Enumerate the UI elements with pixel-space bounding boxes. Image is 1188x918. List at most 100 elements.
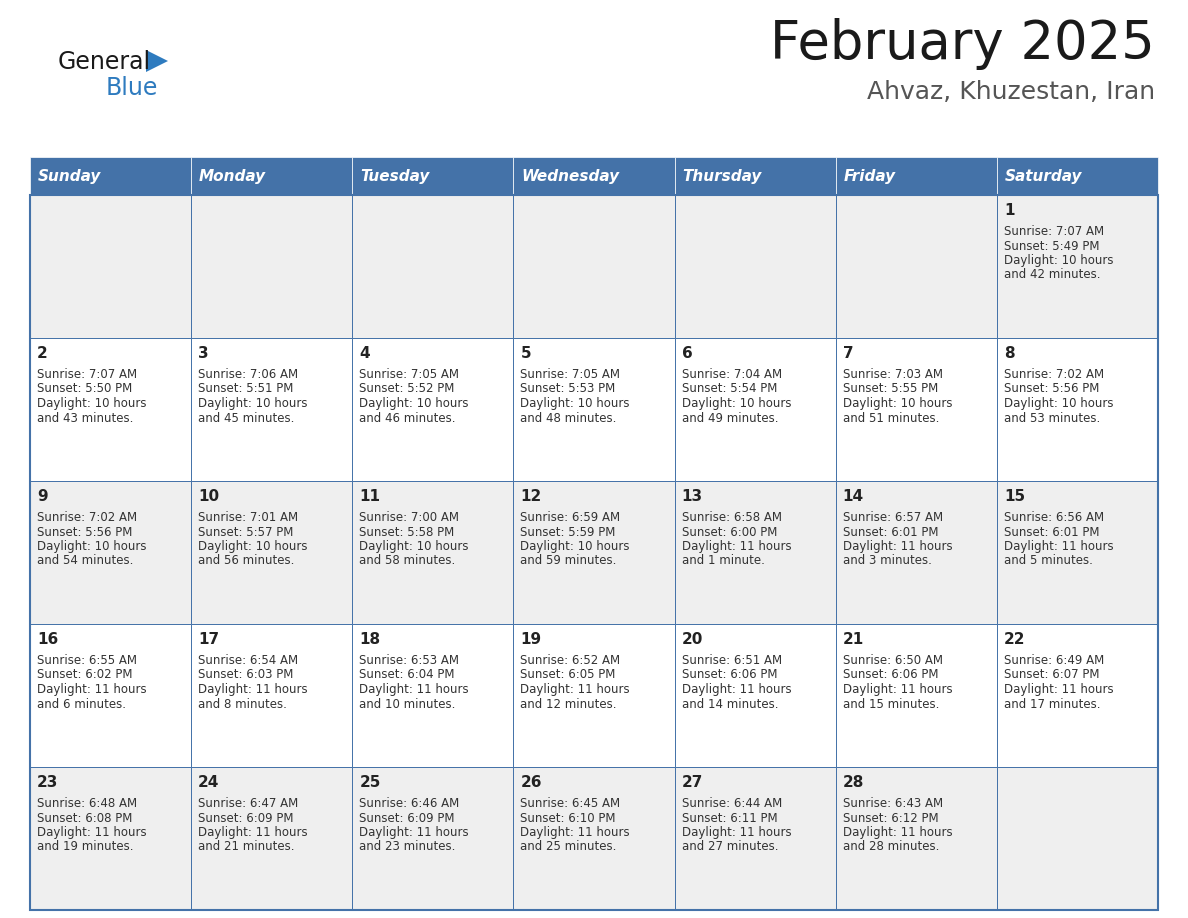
Text: 7: 7 bbox=[842, 346, 853, 361]
Text: and 25 minutes.: and 25 minutes. bbox=[520, 841, 617, 854]
Bar bbox=[835, 767, 997, 910]
Text: Sunset: 5:58 PM: Sunset: 5:58 PM bbox=[359, 525, 455, 539]
Text: and 42 minutes.: and 42 minutes. bbox=[1004, 268, 1100, 282]
Bar bbox=[835, 157, 997, 195]
Bar bbox=[997, 195, 1158, 338]
Text: Sunset: 6:03 PM: Sunset: 6:03 PM bbox=[198, 668, 293, 681]
Bar bbox=[191, 157, 353, 195]
Text: 10: 10 bbox=[198, 489, 220, 504]
Text: and 17 minutes.: and 17 minutes. bbox=[1004, 698, 1100, 711]
Text: Daylight: 10 hours: Daylight: 10 hours bbox=[198, 397, 308, 410]
Text: Daylight: 11 hours: Daylight: 11 hours bbox=[682, 683, 791, 696]
Bar bbox=[513, 195, 675, 338]
Text: and 46 minutes.: and 46 minutes. bbox=[359, 411, 456, 424]
Bar bbox=[835, 481, 997, 624]
Polygon shape bbox=[146, 50, 168, 72]
Text: 22: 22 bbox=[1004, 632, 1025, 647]
Bar bbox=[835, 338, 997, 481]
Text: and 51 minutes.: and 51 minutes. bbox=[842, 411, 939, 424]
Text: Daylight: 11 hours: Daylight: 11 hours bbox=[198, 683, 308, 696]
Text: Daylight: 10 hours: Daylight: 10 hours bbox=[1004, 397, 1113, 410]
Bar bbox=[30, 157, 191, 195]
Text: and 10 minutes.: and 10 minutes. bbox=[359, 698, 456, 711]
Text: 15: 15 bbox=[1004, 489, 1025, 504]
Bar bbox=[513, 624, 675, 767]
Text: Daylight: 11 hours: Daylight: 11 hours bbox=[520, 826, 630, 839]
Text: 6: 6 bbox=[682, 346, 693, 361]
Text: Sunrise: 6:54 AM: Sunrise: 6:54 AM bbox=[198, 654, 298, 667]
Text: and 6 minutes.: and 6 minutes. bbox=[37, 698, 126, 711]
Text: Sunrise: 6:48 AM: Sunrise: 6:48 AM bbox=[37, 797, 137, 810]
Text: 9: 9 bbox=[37, 489, 48, 504]
Text: 27: 27 bbox=[682, 775, 703, 790]
Text: Daylight: 11 hours: Daylight: 11 hours bbox=[37, 826, 146, 839]
Text: Sunrise: 7:07 AM: Sunrise: 7:07 AM bbox=[1004, 225, 1104, 238]
Text: Daylight: 11 hours: Daylight: 11 hours bbox=[37, 683, 146, 696]
Text: and 56 minutes.: and 56 minutes. bbox=[198, 554, 295, 567]
Bar bbox=[191, 195, 353, 338]
Text: and 21 minutes.: and 21 minutes. bbox=[198, 841, 295, 854]
Text: Daylight: 11 hours: Daylight: 11 hours bbox=[359, 826, 469, 839]
Text: 11: 11 bbox=[359, 489, 380, 504]
Text: Sunrise: 6:57 AM: Sunrise: 6:57 AM bbox=[842, 511, 943, 524]
Text: 23: 23 bbox=[37, 775, 58, 790]
Text: Daylight: 11 hours: Daylight: 11 hours bbox=[842, 683, 953, 696]
Text: Sunrise: 6:46 AM: Sunrise: 6:46 AM bbox=[359, 797, 460, 810]
Text: Sunset: 6:01 PM: Sunset: 6:01 PM bbox=[842, 525, 939, 539]
Bar bbox=[30, 338, 191, 481]
Text: Sunrise: 7:02 AM: Sunrise: 7:02 AM bbox=[1004, 368, 1104, 381]
Text: Thursday: Thursday bbox=[683, 169, 762, 184]
Text: Sunset: 5:54 PM: Sunset: 5:54 PM bbox=[682, 383, 777, 396]
Text: and 1 minute.: and 1 minute. bbox=[682, 554, 764, 567]
Text: Daylight: 10 hours: Daylight: 10 hours bbox=[37, 540, 146, 553]
Bar bbox=[30, 195, 1158, 910]
Text: 12: 12 bbox=[520, 489, 542, 504]
Text: Daylight: 10 hours: Daylight: 10 hours bbox=[520, 397, 630, 410]
Text: Sunrise: 7:03 AM: Sunrise: 7:03 AM bbox=[842, 368, 943, 381]
Text: 20: 20 bbox=[682, 632, 703, 647]
Text: and 58 minutes.: and 58 minutes. bbox=[359, 554, 455, 567]
Text: Sunset: 6:04 PM: Sunset: 6:04 PM bbox=[359, 668, 455, 681]
Text: and 15 minutes.: and 15 minutes. bbox=[842, 698, 939, 711]
Text: Daylight: 11 hours: Daylight: 11 hours bbox=[1004, 683, 1113, 696]
Bar bbox=[353, 338, 513, 481]
Text: Sunday: Sunday bbox=[38, 169, 101, 184]
Text: and 48 minutes.: and 48 minutes. bbox=[520, 411, 617, 424]
Bar bbox=[513, 338, 675, 481]
Text: Sunrise: 7:06 AM: Sunrise: 7:06 AM bbox=[198, 368, 298, 381]
Text: 14: 14 bbox=[842, 489, 864, 504]
Text: Daylight: 11 hours: Daylight: 11 hours bbox=[198, 826, 308, 839]
Text: Sunset: 6:11 PM: Sunset: 6:11 PM bbox=[682, 812, 777, 824]
Bar bbox=[353, 195, 513, 338]
Bar bbox=[997, 481, 1158, 624]
Text: 8: 8 bbox=[1004, 346, 1015, 361]
Text: Friday: Friday bbox=[843, 169, 896, 184]
Text: Sunrise: 6:43 AM: Sunrise: 6:43 AM bbox=[842, 797, 943, 810]
Bar bbox=[353, 157, 513, 195]
Bar bbox=[30, 767, 191, 910]
Text: 21: 21 bbox=[842, 632, 864, 647]
Text: 24: 24 bbox=[198, 775, 220, 790]
Text: Sunset: 5:53 PM: Sunset: 5:53 PM bbox=[520, 383, 615, 396]
Text: Sunrise: 6:51 AM: Sunrise: 6:51 AM bbox=[682, 654, 782, 667]
Text: Sunrise: 7:00 AM: Sunrise: 7:00 AM bbox=[359, 511, 460, 524]
Bar bbox=[513, 767, 675, 910]
Text: Sunset: 5:56 PM: Sunset: 5:56 PM bbox=[1004, 383, 1099, 396]
Text: Daylight: 10 hours: Daylight: 10 hours bbox=[520, 540, 630, 553]
Bar bbox=[191, 767, 353, 910]
Text: Sunrise: 6:52 AM: Sunrise: 6:52 AM bbox=[520, 654, 620, 667]
Text: and 28 minutes.: and 28 minutes. bbox=[842, 841, 939, 854]
Text: Sunset: 6:10 PM: Sunset: 6:10 PM bbox=[520, 812, 615, 824]
Text: Sunrise: 6:53 AM: Sunrise: 6:53 AM bbox=[359, 654, 460, 667]
Text: 17: 17 bbox=[198, 632, 220, 647]
Text: 13: 13 bbox=[682, 489, 702, 504]
Text: Sunrise: 7:07 AM: Sunrise: 7:07 AM bbox=[37, 368, 137, 381]
Text: and 54 minutes.: and 54 minutes. bbox=[37, 554, 133, 567]
Text: and 45 minutes.: and 45 minutes. bbox=[198, 411, 295, 424]
Text: Daylight: 10 hours: Daylight: 10 hours bbox=[842, 397, 953, 410]
Text: Sunset: 6:05 PM: Sunset: 6:05 PM bbox=[520, 668, 615, 681]
Text: 26: 26 bbox=[520, 775, 542, 790]
Text: Daylight: 11 hours: Daylight: 11 hours bbox=[1004, 540, 1113, 553]
Bar bbox=[191, 624, 353, 767]
Text: Sunrise: 7:01 AM: Sunrise: 7:01 AM bbox=[198, 511, 298, 524]
